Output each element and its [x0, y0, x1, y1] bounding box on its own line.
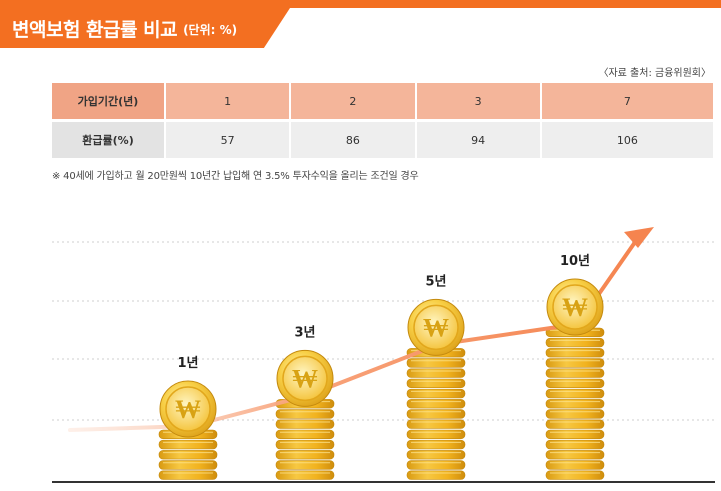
won-coin-4: ₩	[546, 278, 604, 336]
coin-stack-3	[406, 348, 466, 480]
coin-rim	[165, 386, 211, 432]
year-label-2: 3년	[294, 325, 315, 340]
coin-layer	[406, 419, 466, 429]
coin-layer	[406, 409, 466, 419]
coin-layer	[275, 470, 335, 480]
won-coin-1: ₩	[159, 380, 217, 438]
coin-stack-4	[545, 327, 605, 480]
coin-layer	[275, 450, 335, 460]
won-symbol: ₩	[423, 313, 449, 343]
coin-layer	[545, 348, 605, 358]
page-title: 변액보험 환급률 비교	[12, 18, 178, 41]
coin-layer	[406, 460, 466, 470]
won-symbol: ₩	[292, 364, 318, 394]
coin-layer	[406, 399, 466, 409]
rate-header: 환급률(%)	[52, 122, 166, 158]
coin-stack-chart: 1년 ₩3년 ₩5년 ₩10년 ₩	[52, 227, 715, 483]
coin-layer	[406, 378, 466, 388]
refund-rate-table: 가입기간(년) 1 2 3 7 환급률(%) 57 86 94 106	[52, 83, 713, 158]
coin-layer	[275, 409, 335, 419]
won-coin-2: ₩	[276, 349, 334, 407]
won-coin-3: ₩	[407, 298, 465, 356]
rate-cell-4: 106	[540, 122, 713, 158]
table-spacer	[52, 119, 713, 122]
period-cell-3: 3	[415, 83, 542, 119]
year-label-1: 1년	[177, 356, 198, 371]
coin-layer	[545, 399, 605, 409]
arrow-head	[624, 227, 654, 248]
coin-layer	[275, 419, 335, 429]
coin-rim	[413, 304, 459, 351]
period-header: 가입기간(년)	[52, 83, 166, 119]
year-label-4: 10년	[560, 254, 590, 269]
period-cell-2: 2	[290, 83, 417, 119]
coin-layer	[275, 460, 335, 470]
source-caption: 〈자료 출처: 금융위원회〉	[598, 68, 711, 79]
year-label-3: 5년	[425, 274, 446, 289]
coin-layer	[545, 368, 605, 378]
period-cell-1: 1	[165, 83, 292, 119]
coin-layer	[545, 439, 605, 450]
coin-layer	[545, 470, 605, 480]
won-symbol: ₩	[562, 293, 588, 323]
coin-layer	[406, 388, 466, 399]
coin-stack-2	[275, 399, 335, 480]
condition-note: ※ 40세에 가입하고 월 20만원씩 10년간 납입해 연 3.5% 투자수익…	[52, 171, 419, 182]
coin-layer	[545, 419, 605, 429]
unit-label: (단위: %)	[183, 23, 238, 37]
coin-layer	[275, 429, 335, 439]
coin-layer	[158, 470, 218, 480]
coin-layer	[545, 358, 605, 368]
coin-layer	[545, 337, 605, 348]
coin-layer	[545, 378, 605, 388]
coin-layer	[406, 450, 466, 460]
coin-layer	[545, 409, 605, 419]
coin-layer	[406, 470, 466, 480]
coin-layer	[406, 439, 466, 450]
coin-rim	[282, 355, 328, 402]
coin-layer	[406, 429, 466, 439]
coin-layer	[275, 439, 335, 450]
coin-layer	[545, 460, 605, 470]
rate-cell-1: 57	[165, 122, 292, 158]
period-row: 가입기간(년) 1 2 3 7	[52, 83, 713, 119]
top-accent-bar	[0, 0, 721, 8]
title-tab: 변액보험 환급률 비교 (단위: %)	[0, 8, 290, 48]
period-cell-4: 7	[540, 83, 713, 119]
coin-layer	[158, 460, 218, 470]
coin-rim	[552, 284, 598, 330]
coin-layer	[406, 368, 466, 378]
coin-layer	[545, 388, 605, 399]
coin-layer	[406, 358, 466, 368]
rate-cell-2: 86	[290, 122, 417, 158]
rate-cell-3: 94	[415, 122, 542, 158]
top-coins: 1년 ₩3년 ₩5년 ₩10년 ₩	[159, 254, 604, 438]
coin-layer	[545, 429, 605, 439]
coin-stacks	[158, 327, 605, 480]
coin-layer	[545, 450, 605, 460]
coin-layer	[158, 439, 218, 450]
won-symbol: ₩	[175, 395, 201, 425]
rate-row: 환급률(%) 57 86 94 106	[52, 122, 713, 158]
coin-layer	[158, 450, 218, 460]
